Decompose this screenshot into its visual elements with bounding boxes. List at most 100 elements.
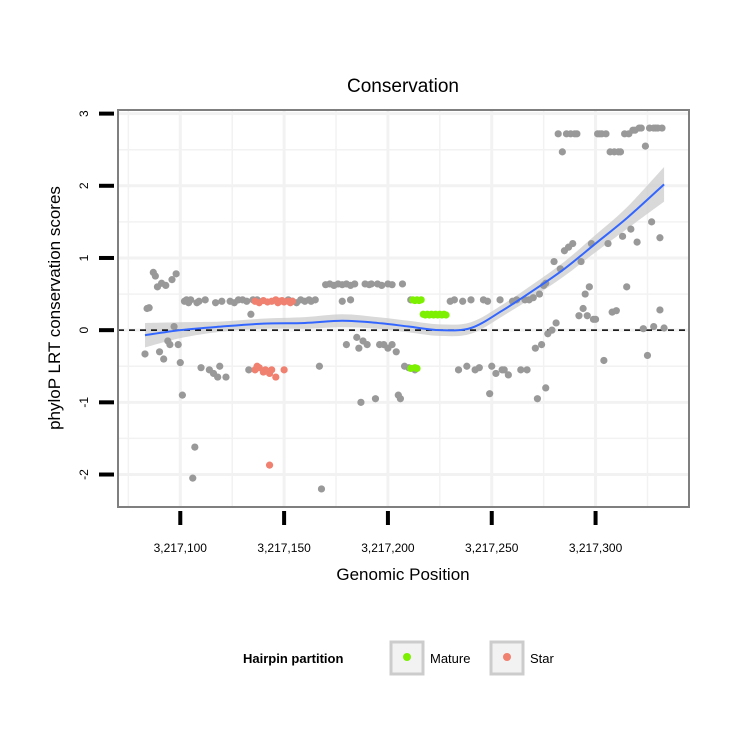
x-tick-label: 3,217,200: [361, 541, 415, 555]
point-other: [591, 315, 600, 323]
plot-panel-border: [117, 109, 690, 508]
y-tick-label: -2: [77, 469, 91, 480]
legend-title: Hairpin partition: [243, 651, 343, 666]
point-other: [357, 398, 365, 406]
point-other: [214, 373, 222, 381]
chart-title: Conservation: [347, 76, 459, 97]
point-other: [529, 294, 537, 302]
point-other: [222, 373, 230, 381]
point-other: [243, 297, 251, 305]
point-other: [558, 148, 566, 156]
y-tick-label: -1: [77, 397, 91, 408]
point-other: [346, 296, 355, 304]
point-other: [504, 371, 512, 379]
point-other: [371, 395, 380, 403]
point-other: [488, 362, 496, 370]
point-other: [355, 344, 363, 352]
point-other: [216, 362, 224, 370]
point-other: [201, 296, 209, 304]
point-other: [353, 333, 361, 341]
point-other: [585, 283, 593, 291]
point-mature: [417, 296, 425, 304]
smooth-trend-line: [144, 183, 665, 337]
point-other: [247, 310, 255, 318]
x-tick-label: 3,217,300: [569, 541, 623, 555]
point-other: [486, 390, 494, 398]
point-other: [623, 283, 631, 291]
point-other: [523, 366, 531, 374]
point-other: [176, 359, 184, 367]
point-other: [317, 485, 326, 493]
point-other: [392, 348, 400, 356]
point-star: [288, 297, 297, 305]
point-other: [581, 290, 589, 298]
point-other: [658, 124, 666, 132]
point-other: [245, 366, 253, 374]
point-other: [454, 366, 463, 374]
point-other: [398, 280, 407, 288]
y-axis: -2 -1 0 1 2 3: [77, 110, 114, 480]
point-other: [517, 366, 525, 374]
point-other: [660, 324, 668, 332]
point-other: [577, 257, 585, 266]
point-star: [265, 461, 274, 469]
y-tick-label: 0: [77, 326, 91, 333]
point-other: [145, 304, 153, 312]
point-other: [187, 296, 195, 304]
legend-swatch-mature: [403, 653, 411, 661]
x-tick-label: 3,217,250: [465, 541, 519, 555]
x-tick-label: 3,217,100: [154, 541, 208, 555]
point-other: [641, 142, 650, 150]
point-other: [338, 297, 346, 305]
point-other: [475, 364, 483, 372]
point-other: [388, 281, 396, 289]
point-other: [531, 344, 539, 352]
legend-item-star: Star: [489, 640, 555, 676]
point-other: [496, 296, 504, 304]
point-other: [550, 257, 558, 266]
point-other: [160, 355, 168, 363]
y-tick-label: 2: [77, 182, 91, 189]
x-tick-label: 3,217,150: [257, 541, 311, 555]
point-star: [268, 366, 276, 374]
point-other: [648, 218, 656, 226]
point-other: [537, 340, 546, 349]
point-other: [627, 225, 635, 233]
point-other: [637, 124, 645, 132]
point-other: [178, 391, 186, 399]
point-other: [168, 276, 176, 284]
point-other: [483, 297, 492, 305]
point-other: [172, 270, 180, 278]
point-other: [492, 369, 500, 378]
point-other: [195, 297, 203, 305]
point-other: [600, 356, 608, 365]
x-axis: 3,217,100 3,217,150 3,217,200 3,217,250 3,21…: [154, 511, 623, 555]
point-other: [554, 130, 562, 138]
point-star: [280, 366, 288, 374]
y-axis-title: phyloP LRT conservation scores: [45, 186, 64, 430]
point-other: [155, 348, 164, 356]
point-other: [575, 312, 583, 320]
point-other: [535, 290, 544, 298]
point-other: [467, 296, 475, 304]
smooth-line-layer: [144, 183, 665, 337]
point-other: [342, 340, 350, 349]
point-other: [583, 312, 591, 320]
point-other: [189, 474, 197, 482]
point-other: [311, 296, 319, 304]
point-other: [500, 366, 508, 374]
point-other: [141, 350, 149, 358]
legend: Hairpin partition Mature Star: [243, 640, 555, 676]
point-other: [602, 130, 610, 138]
point-other: [378, 281, 386, 289]
point-other: [463, 362, 471, 370]
point-other: [363, 340, 371, 349]
point-star: [272, 373, 280, 381]
point-other: [396, 395, 404, 403]
point-other: [579, 304, 587, 313]
point-other: [166, 340, 174, 349]
point-other: [388, 340, 396, 349]
point-other: [573, 130, 581, 138]
point-other: [643, 351, 652, 360]
point-other: [569, 239, 577, 248]
